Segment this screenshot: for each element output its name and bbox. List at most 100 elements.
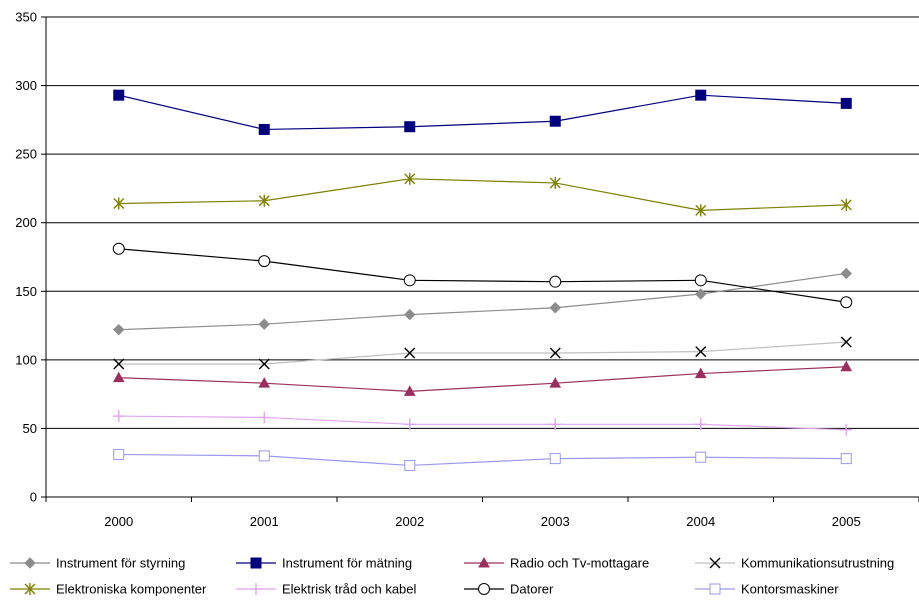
series-1 (113, 267, 852, 336)
data-point (112, 410, 125, 423)
legend-item: Elektroniska komponenter (10, 582, 207, 597)
data-point (113, 197, 125, 210)
data-point (840, 267, 852, 280)
legend-marker (24, 583, 36, 595)
legend-label: Instrument för styrning (56, 556, 185, 571)
legend-item: Instrument för mätning (236, 556, 412, 571)
data-point (694, 274, 707, 287)
legend-item: Kommunikationsutrustning (695, 556, 894, 571)
data-point (695, 288, 707, 300)
series-line (118, 366, 847, 393)
y-tick-label: 350 (15, 10, 37, 25)
legend-marker (709, 583, 721, 595)
data-point (840, 97, 852, 109)
series-4 (113, 336, 852, 370)
data-point (840, 360, 853, 372)
y-tick-label: 0 (30, 490, 37, 505)
data-point (112, 242, 125, 255)
data-point (840, 336, 852, 348)
x-tick-label: 2000 (104, 514, 133, 529)
legend-item: Kontorsmaskiner (695, 582, 839, 597)
series-line (118, 453, 847, 467)
data-point (695, 89, 707, 101)
series-line (118, 415, 847, 431)
data-point (258, 411, 271, 424)
x-tick-label: 2002 (395, 514, 424, 529)
y-tick-label: 300 (15, 78, 37, 93)
series-line (118, 94, 847, 131)
series-8 (113, 448, 852, 471)
y-tick-label: 250 (15, 147, 37, 162)
data-point (403, 274, 416, 287)
series-2 (113, 89, 852, 135)
data-point (549, 377, 562, 388)
y-tick-label: 150 (15, 284, 37, 299)
data-point (549, 275, 562, 288)
data-point (113, 448, 125, 460)
data-point (549, 347, 561, 359)
data-point (258, 318, 270, 330)
series-6 (112, 410, 853, 436)
data-point (549, 418, 562, 431)
series-5 (113, 172, 852, 217)
data-point (258, 123, 270, 135)
data-point (695, 204, 707, 217)
series-group (112, 89, 853, 471)
series-3 (112, 360, 853, 396)
data-point (694, 418, 707, 431)
series-line (118, 341, 847, 365)
y-tick-label: 100 (15, 352, 37, 367)
legend-marker (478, 583, 490, 595)
y-tick-label: 50 (23, 421, 37, 436)
data-point (549, 453, 561, 465)
series-line (118, 248, 847, 303)
data-point (549, 302, 561, 314)
data-point (113, 323, 125, 336)
series-7 (112, 242, 853, 309)
legend: Instrument för styrning Instrument för mä… (10, 556, 894, 597)
data-point (695, 346, 707, 358)
data-point (404, 172, 416, 185)
series-line (118, 178, 847, 211)
data-point (404, 121, 416, 133)
data-point (258, 377, 271, 388)
data-point (258, 358, 270, 370)
axes: 0 50 100 150 200 250 300 350 2000 2001 2002 2003 200… (15, 10, 919, 529)
legend-marker (24, 557, 36, 569)
data-point (549, 115, 561, 127)
series-line (118, 272, 847, 331)
legend-label: Radio och Tv-mottagare (510, 556, 649, 571)
legend-item: Instrument för styrning (10, 556, 185, 571)
legend-label: Datorer (510, 582, 554, 597)
x-tick-label: 2004 (686, 514, 715, 529)
data-point (404, 308, 416, 321)
data-point (549, 176, 561, 189)
data-point (840, 296, 853, 309)
data-point (403, 418, 416, 431)
x-tick-label: 2005 (832, 514, 861, 529)
data-point (258, 450, 270, 462)
data-point (840, 453, 852, 465)
data-point (840, 423, 853, 436)
legend-item: Datorer (464, 582, 554, 597)
data-point (403, 385, 416, 396)
data-point (694, 367, 707, 379)
data-point (404, 459, 416, 471)
x-tick-label: 2001 (250, 514, 279, 529)
data-point (112, 371, 125, 383)
data-point (695, 451, 707, 463)
legend-label: Elektrisk tråd och kabel (282, 582, 417, 597)
legend-marker (250, 557, 262, 569)
x-tick-label: 2003 (541, 514, 570, 529)
data-point (113, 358, 125, 370)
data-point (258, 194, 270, 207)
gridlines (46, 16, 919, 429)
legend-marker (250, 583, 262, 595)
legend-marker (709, 557, 721, 569)
legend-label: Instrument för mätning (282, 556, 412, 571)
legend-label: Kommunikationsutrustning (741, 556, 894, 571)
legend-label: Kontorsmaskiner (741, 582, 839, 597)
legend-marker (478, 556, 490, 568)
y-tick-label: 200 (15, 215, 37, 230)
